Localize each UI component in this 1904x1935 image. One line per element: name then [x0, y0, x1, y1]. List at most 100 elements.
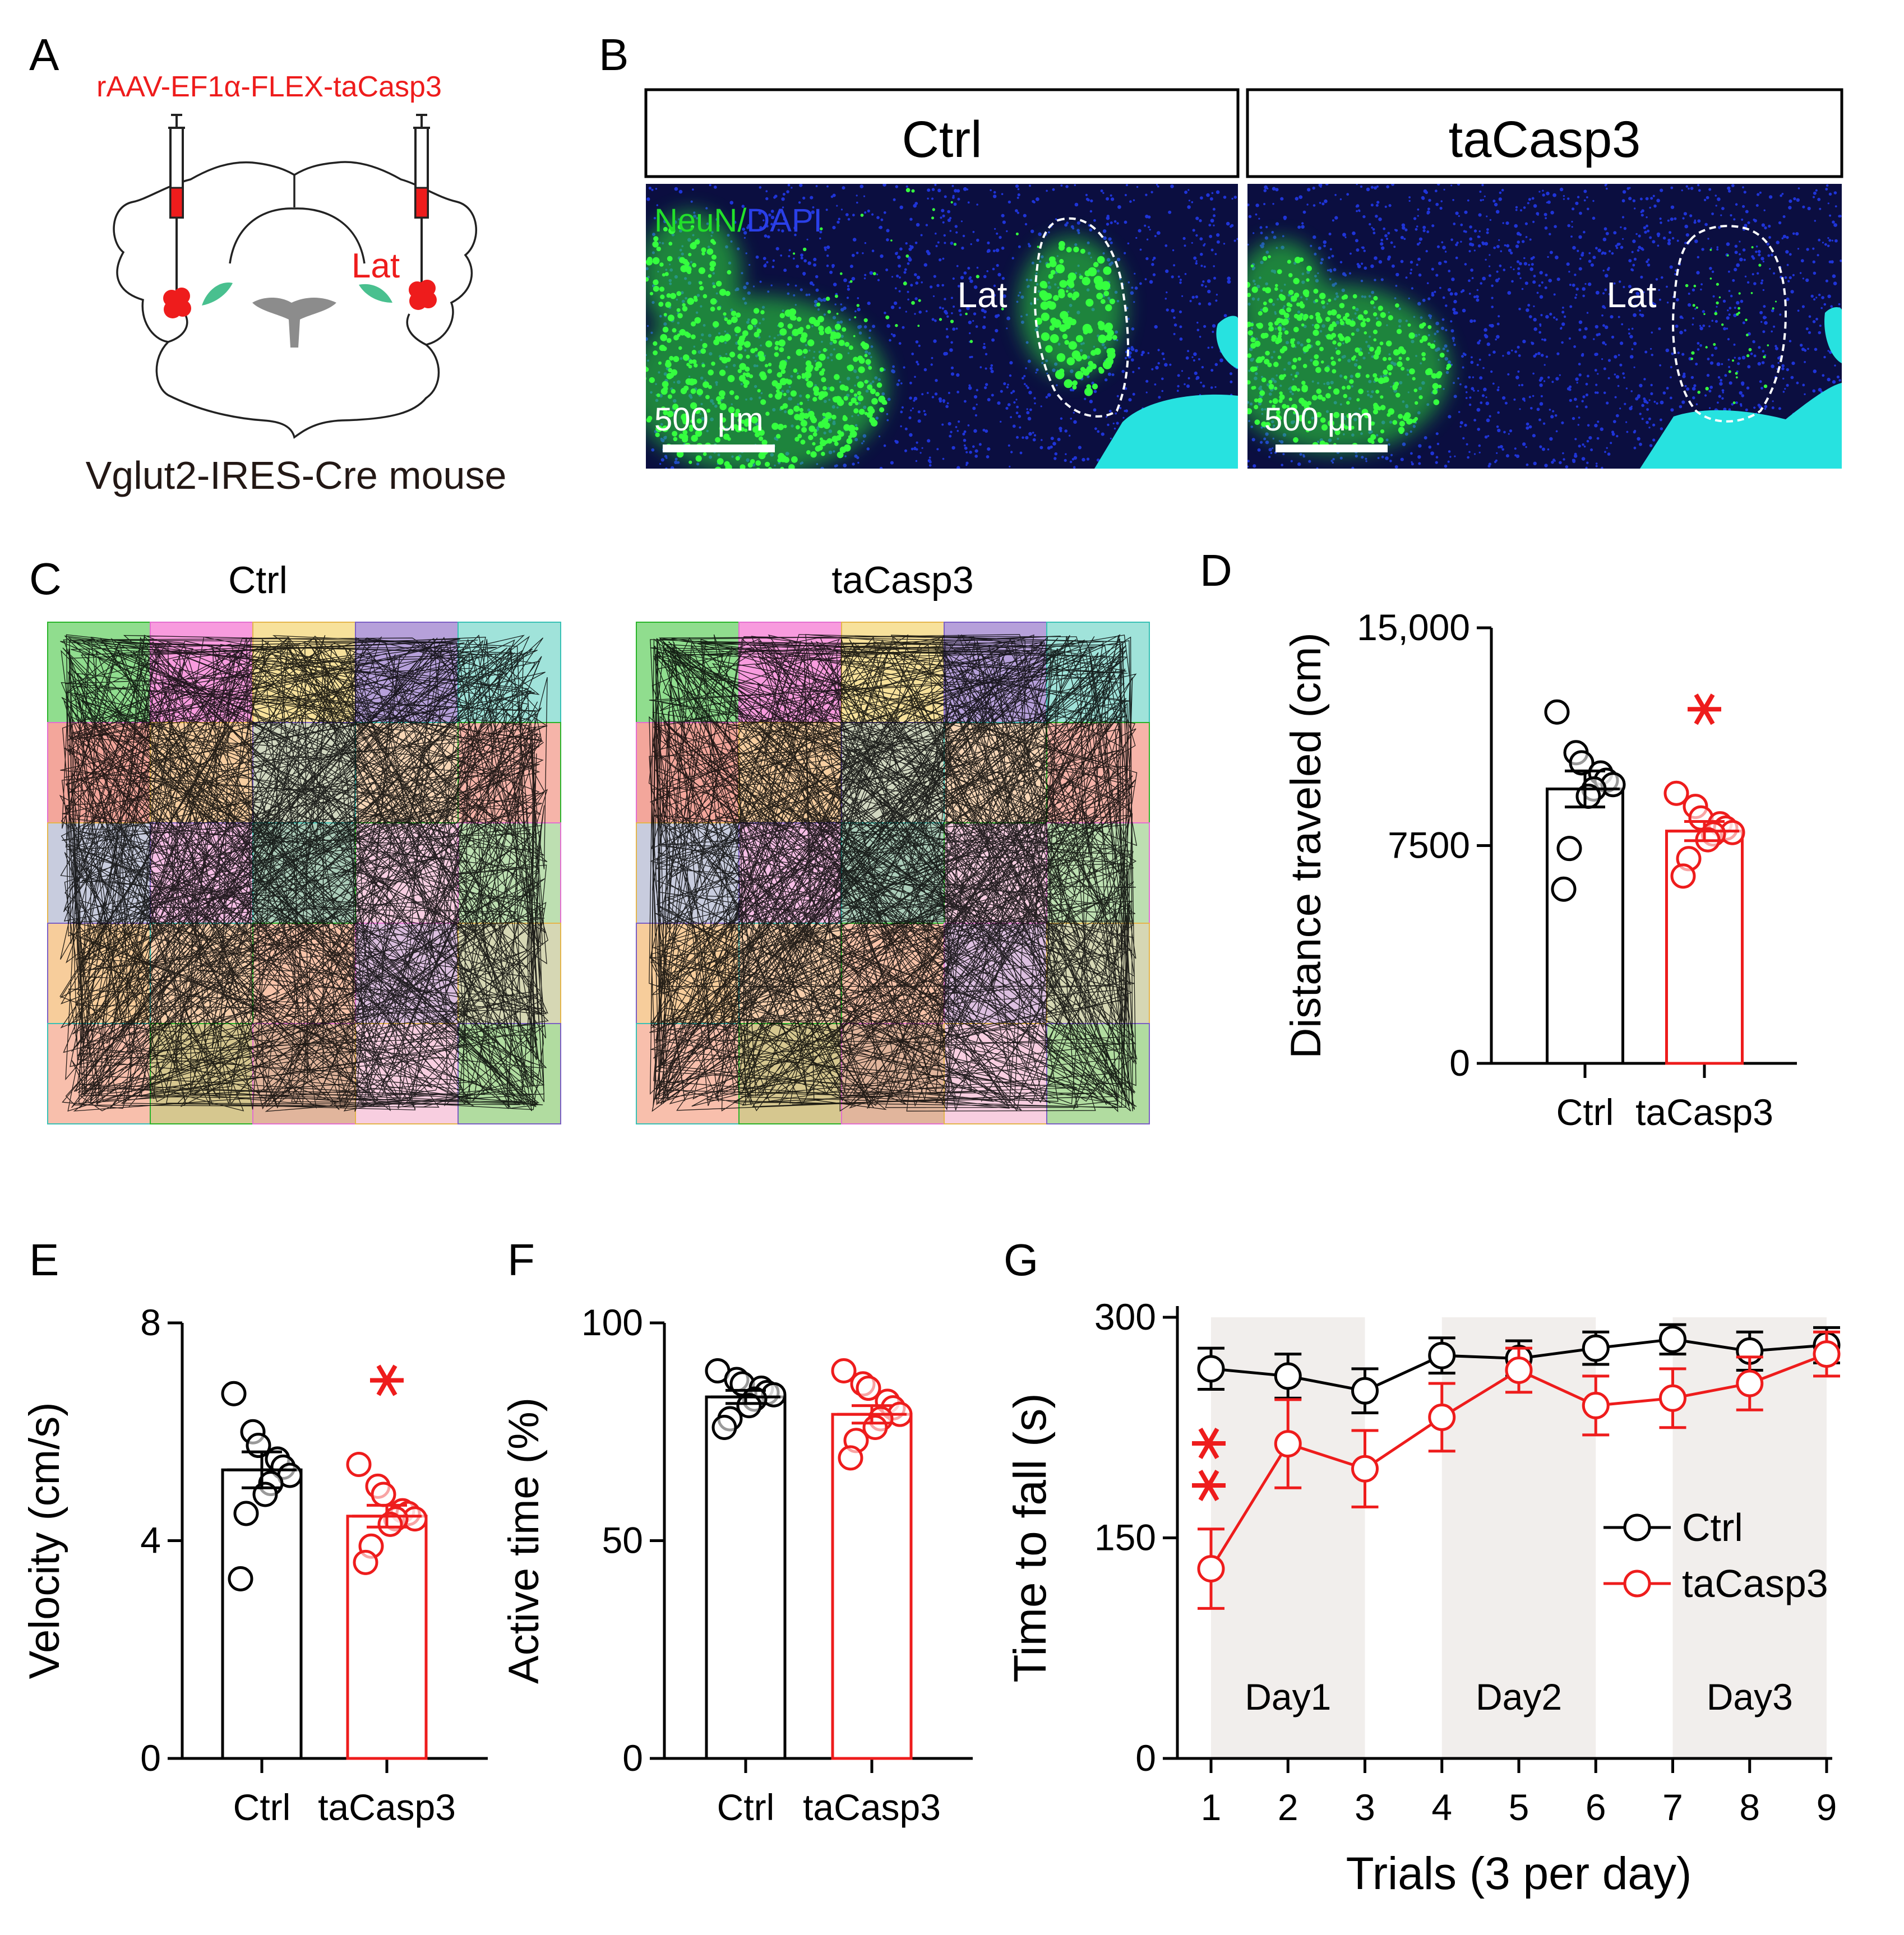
- neun-cell: [804, 371, 812, 379]
- dapi-nucleus: [1157, 362, 1160, 365]
- dapi-nucleus: [1536, 212, 1540, 215]
- neun-cell: [1394, 381, 1399, 387]
- dapi-nucleus: [762, 219, 765, 221]
- dapi-nucleus: [1805, 327, 1809, 331]
- neun-cell: [667, 394, 672, 399]
- neun-cell: [1263, 301, 1267, 305]
- neun-cell: [737, 345, 743, 351]
- dapi-nucleus: [1492, 200, 1496, 203]
- dapi-nucleus: [1626, 187, 1630, 190]
- dapi-nucleus: [811, 210, 815, 214]
- dapi-nucleus: [1069, 434, 1071, 437]
- dapi-nucleus: [965, 451, 968, 453]
- neun-cell: [1100, 299, 1106, 304]
- dapi-nucleus: [1833, 281, 1837, 285]
- neun-cell: [1732, 401, 1736, 404]
- dapi-nucleus: [1555, 318, 1558, 321]
- neun-cell: [834, 441, 839, 446]
- dapi-nucleus: [1025, 367, 1027, 369]
- dapi-nucleus: [891, 369, 895, 373]
- neun-cell: [717, 458, 724, 465]
- dapi-nucleus: [1714, 195, 1717, 197]
- neun-cell: [1082, 368, 1090, 376]
- dapi-nucleus: [1771, 406, 1774, 409]
- neun-cell: [1373, 296, 1378, 301]
- dapi-nucleus: [812, 284, 815, 286]
- dapi-nucleus: [1101, 432, 1104, 436]
- dapi-nucleus: [975, 325, 978, 328]
- dapi-nucleus: [791, 187, 793, 189]
- dapi-nucleus: [1476, 364, 1479, 366]
- dapi-nucleus: [976, 404, 978, 406]
- dapi-nucleus: [1040, 405, 1042, 408]
- dapi-nucleus: [1029, 184, 1031, 187]
- dapi-nucleus: [1199, 336, 1201, 338]
- dapi-nucleus: [1171, 275, 1174, 279]
- neun-cell: [1316, 412, 1322, 418]
- neun-cell: [1703, 313, 1706, 315]
- dapi-nucleus: [1586, 196, 1588, 198]
- neun-cell: [666, 359, 671, 365]
- dapi-nucleus: [1630, 268, 1633, 271]
- dapi-nucleus: [964, 446, 968, 450]
- dapi-nucleus: [1774, 345, 1777, 348]
- neun-cell: [737, 339, 745, 346]
- dapi-nucleus: [1577, 249, 1579, 252]
- dapi-nucleus: [1676, 298, 1679, 302]
- neun-cell: [1080, 248, 1085, 254]
- dapi-nucleus: [1570, 235, 1573, 238]
- dapi-nucleus: [1024, 223, 1028, 226]
- dapi-nucleus: [803, 259, 807, 263]
- dapi-nucleus: [1710, 247, 1712, 249]
- neun-cell: [1311, 395, 1318, 401]
- neun-cell: [950, 320, 954, 323]
- dapi-nucleus: [1425, 249, 1428, 253]
- neun-cell: [1277, 355, 1282, 359]
- dapi-nucleus: [1769, 268, 1771, 270]
- dapi-nucleus: [1607, 359, 1611, 362]
- dapi-nucleus: [1737, 357, 1741, 360]
- dapi-nucleus: [1514, 224, 1518, 228]
- dapi-nucleus: [1380, 242, 1384, 246]
- dapi-nucleus: [952, 327, 956, 331]
- neun-cell: [1344, 312, 1350, 317]
- neun-cell: [812, 432, 817, 437]
- neun-cell: [1328, 386, 1332, 390]
- dapi-nucleus: [972, 320, 974, 322]
- syringe-left: [163, 114, 191, 318]
- dapi-nucleus: [925, 310, 928, 313]
- dapi-nucleus: [1539, 445, 1542, 448]
- dapi-nucleus: [1361, 456, 1364, 459]
- neun-cell: [806, 381, 814, 388]
- dapi-nucleus: [1268, 448, 1272, 452]
- dapi-nucleus: [1688, 187, 1690, 190]
- dapi-nucleus: [1306, 203, 1309, 206]
- dapi-nucleus: [1652, 195, 1655, 197]
- dapi-nucleus: [1375, 215, 1378, 218]
- dapi-nucleus: [1587, 424, 1590, 427]
- series-point-tacasp3: [1197, 1555, 1225, 1583]
- dapi-nucleus: [1660, 221, 1662, 224]
- dapi-nucleus: [815, 185, 818, 187]
- dapi-nucleus: [936, 448, 939, 451]
- neun-cell: [690, 402, 697, 409]
- dapi-nucleus: [1528, 198, 1531, 201]
- neun-cell: [712, 285, 716, 289]
- neun-cell: [734, 395, 740, 400]
- dapi-nucleus: [1541, 338, 1543, 341]
- neun-cell: [677, 333, 681, 337]
- dapi-nucleus: [787, 184, 791, 187]
- dapi-nucleus: [1559, 461, 1562, 465]
- dapi-nucleus: [1621, 199, 1625, 203]
- neun-cell: [1253, 366, 1258, 372]
- series-point-tacasp3: [1736, 1369, 1764, 1397]
- neun-cell: [758, 452, 766, 460]
- dapi-nucleus: [1298, 195, 1303, 199]
- dapi-nucleus: [762, 257, 766, 260]
- dapi-nucleus: [1150, 191, 1153, 193]
- significance-star: [1192, 1428, 1226, 1459]
- dapi-nucleus: [921, 447, 923, 449]
- dapi-nucleus: [868, 336, 871, 339]
- dapi-nucleus: [985, 429, 988, 433]
- dapi-nucleus: [1214, 363, 1218, 367]
